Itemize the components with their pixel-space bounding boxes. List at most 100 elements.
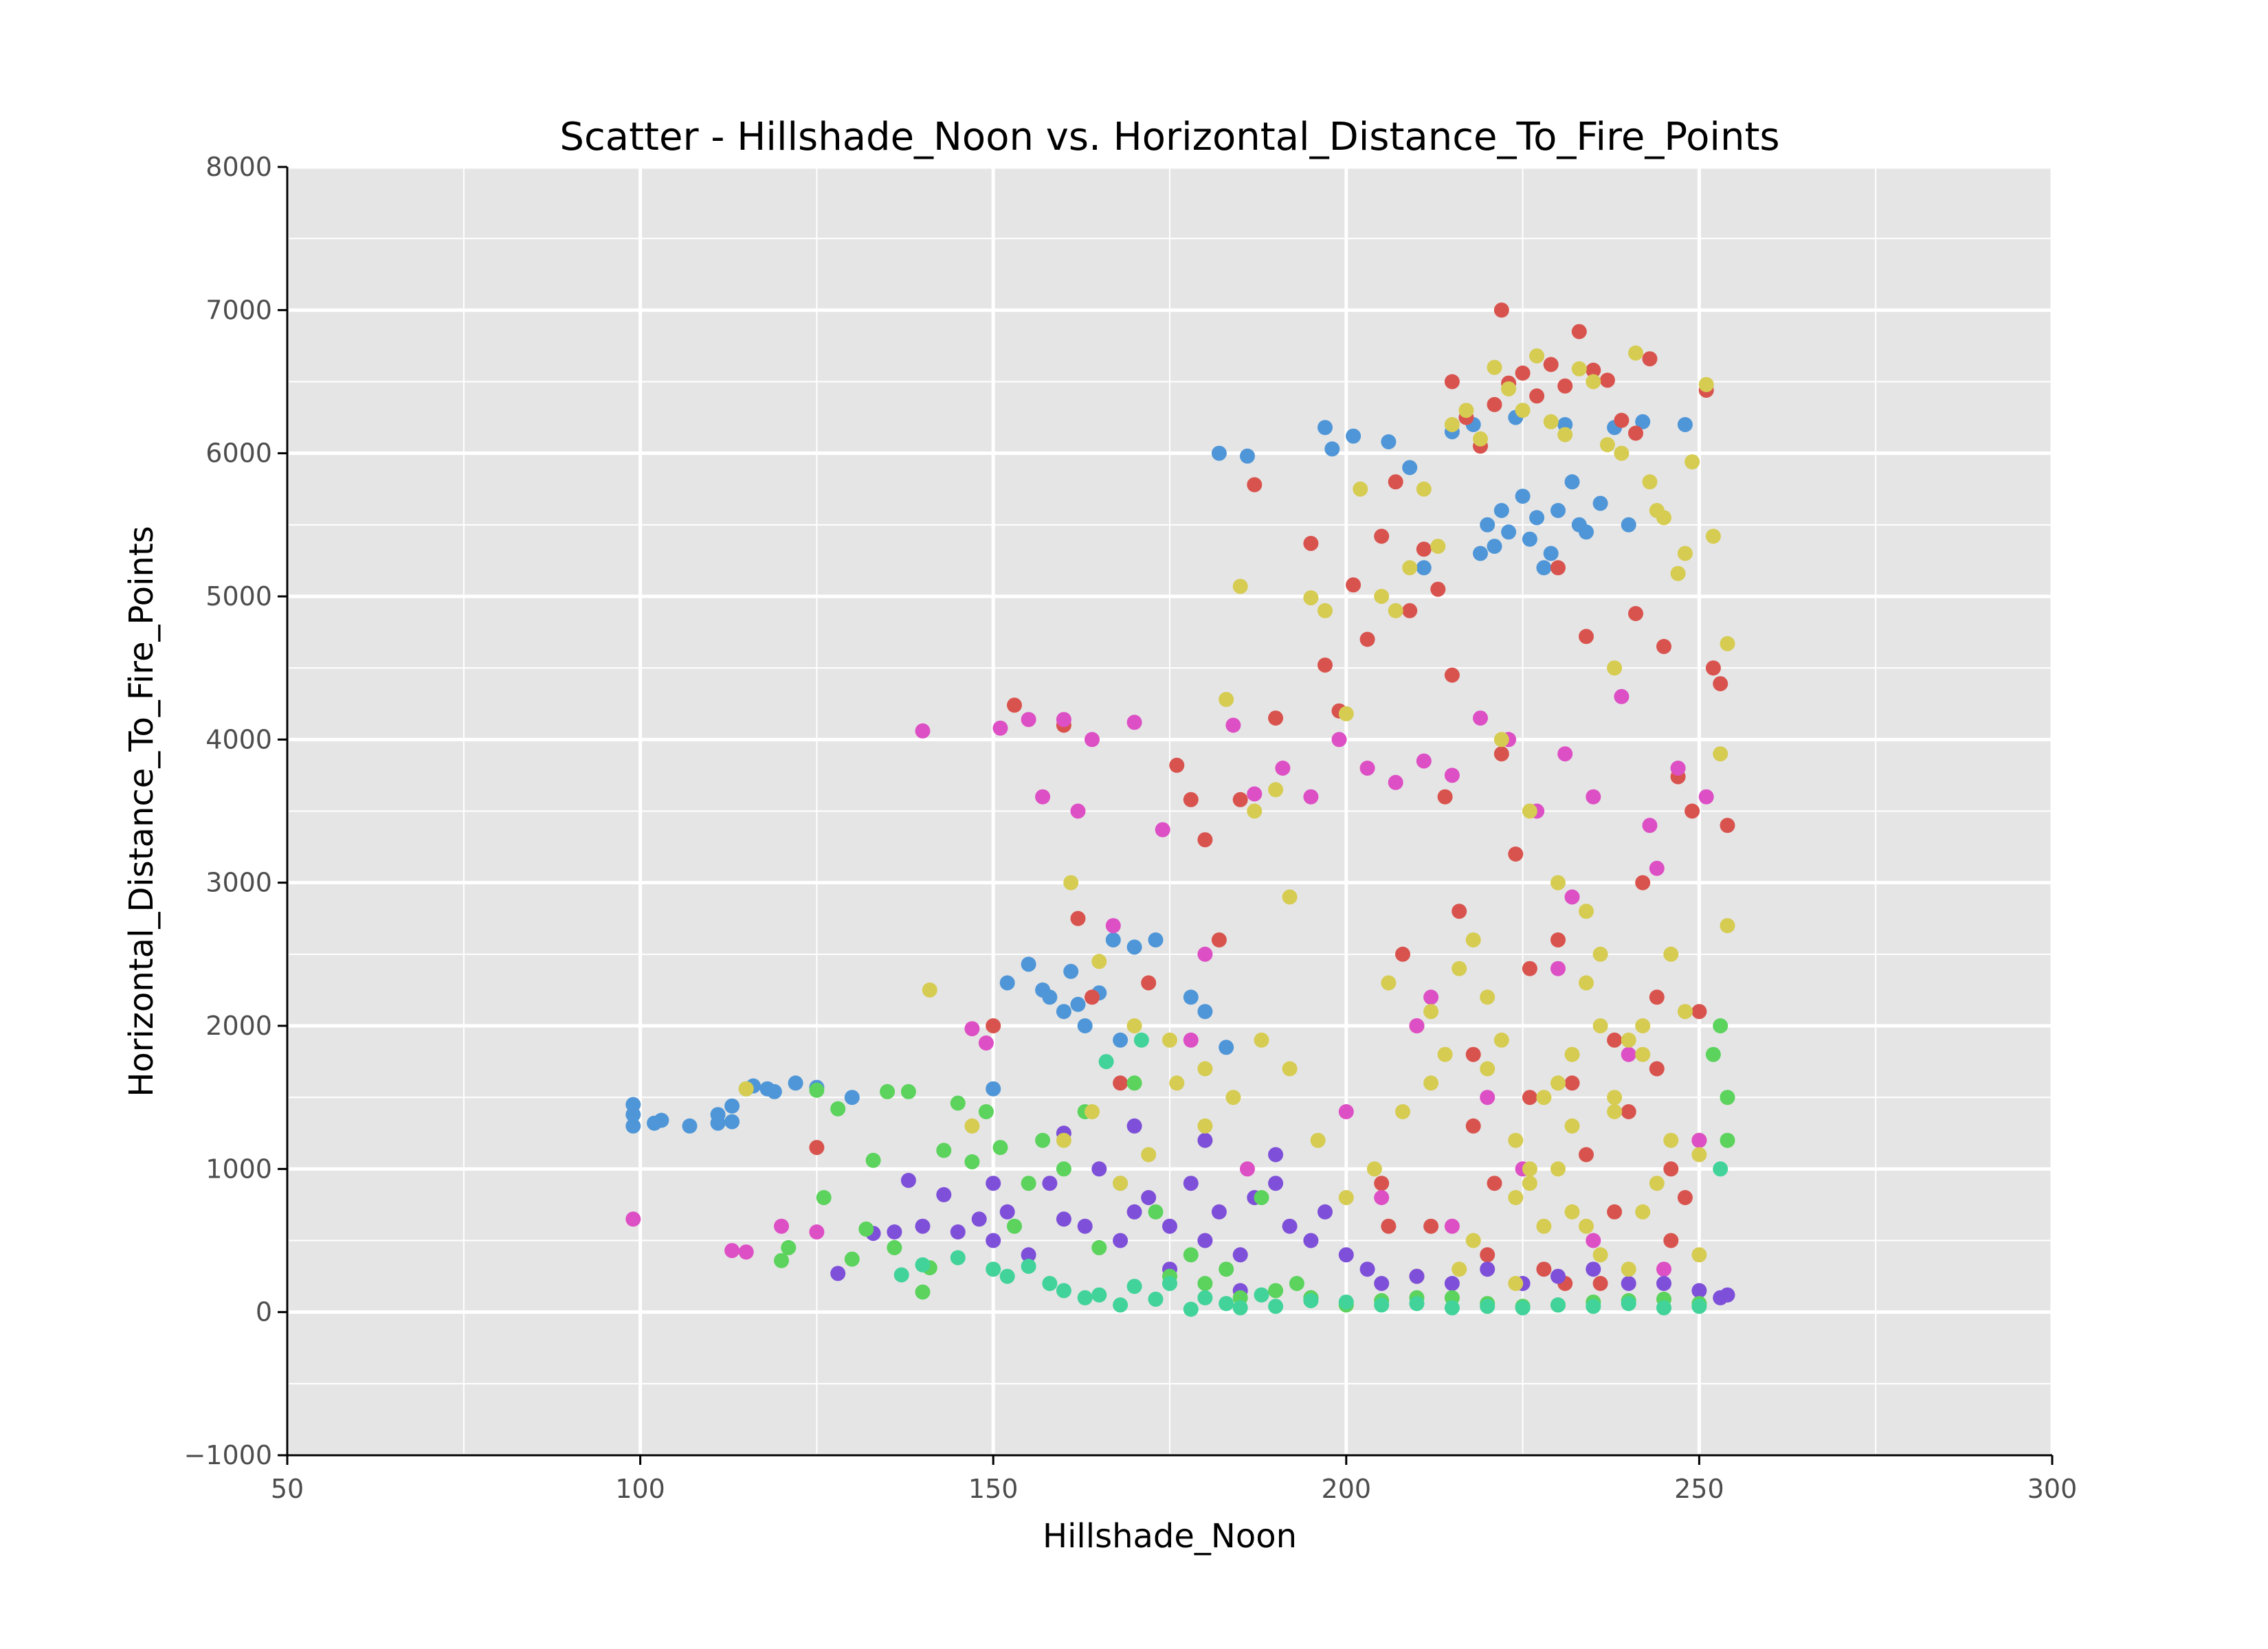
data-point	[1113, 1176, 1129, 1191]
y-tick-label: 2000	[205, 1011, 272, 1041]
data-point	[1211, 1204, 1227, 1220]
data-point	[1091, 954, 1107, 969]
data-point	[986, 1261, 1001, 1277]
data-point	[1282, 889, 1298, 905]
data-point	[1232, 1300, 1248, 1316]
data-point	[1268, 1176, 1284, 1191]
data-point	[1395, 946, 1410, 962]
data-point	[1614, 688, 1630, 704]
data-point	[1557, 378, 1573, 394]
data-point	[887, 1239, 902, 1255]
y-axis-ticks: −1000 0 1000 2000 3000 4000 5000 6000 7000 8000	[184, 152, 287, 1470]
data-point	[1318, 658, 1333, 673]
data-point	[1148, 1204, 1164, 1220]
data-point	[1225, 1090, 1241, 1106]
data-point	[1649, 503, 1665, 518]
data-point	[1070, 910, 1086, 926]
data-point	[1480, 1061, 1496, 1077]
data-point	[1515, 403, 1531, 418]
data-point	[1183, 1176, 1199, 1191]
data-point	[858, 1221, 874, 1237]
data-point	[936, 1187, 952, 1202]
data-point	[1670, 565, 1686, 581]
data-point	[788, 1075, 803, 1091]
x-axis-ticks: 50 100 150 200 250 300	[271, 1455, 2077, 1504]
data-point	[1219, 1296, 1234, 1312]
data-point	[1579, 629, 1594, 644]
data-point	[1162, 1218, 1177, 1234]
data-point	[1564, 1075, 1580, 1091]
data-point	[1592, 1018, 1608, 1033]
data-point	[1663, 1132, 1679, 1148]
data-point	[1444, 667, 1460, 683]
data-point	[1691, 1299, 1707, 1314]
data-point	[1303, 1233, 1319, 1248]
data-point	[986, 1176, 1001, 1191]
data-point	[865, 1152, 881, 1168]
data-point	[915, 1257, 931, 1272]
data-point	[1225, 717, 1241, 733]
data-point	[1148, 1291, 1164, 1307]
data-point	[1169, 757, 1185, 773]
data-point	[1677, 417, 1693, 432]
data-point	[1564, 1046, 1580, 1062]
data-point	[1635, 414, 1651, 429]
data-point	[1416, 541, 1432, 557]
data-point	[1416, 560, 1432, 576]
data-point	[1359, 1261, 1375, 1277]
data-point	[1698, 789, 1714, 805]
data-point	[1197, 1233, 1213, 1248]
data-point	[1416, 753, 1432, 769]
data-point	[1621, 1032, 1636, 1048]
data-point	[1656, 1300, 1671, 1316]
data-point	[1416, 481, 1432, 497]
data-point	[1085, 989, 1100, 1005]
data-point	[1515, 366, 1531, 381]
data-point	[1381, 975, 1397, 991]
data-point	[1452, 1261, 1467, 1277]
data-point	[1628, 425, 1643, 441]
data-point	[1133, 1032, 1149, 1048]
data-point	[1318, 603, 1333, 618]
data-point	[1705, 660, 1721, 676]
data-point	[1550, 1297, 1566, 1313]
data-point	[1607, 660, 1623, 676]
data-point	[1113, 1297, 1129, 1313]
data-point	[1254, 1032, 1269, 1048]
data-point	[1543, 414, 1559, 429]
data-point	[1720, 918, 1735, 934]
y-tick-label: 7000	[205, 295, 272, 325]
data-point	[1529, 348, 1545, 363]
data-point	[1105, 918, 1121, 934]
x-axis-label: Hillshade_Noon	[1043, 1517, 1297, 1556]
data-point	[1508, 1190, 1524, 1205]
data-point	[830, 1101, 846, 1117]
x-tick-label: 100	[615, 1474, 665, 1504]
data-point	[738, 1081, 754, 1097]
data-point	[1211, 445, 1227, 461]
data-point	[1720, 1132, 1735, 1148]
data-point	[781, 1239, 797, 1255]
data-point	[1564, 474, 1580, 490]
data-point	[1070, 803, 1086, 819]
data-point	[1522, 531, 1537, 547]
data-point	[1126, 715, 1142, 730]
data-point	[1586, 374, 1601, 390]
data-point	[1564, 889, 1580, 905]
data-point	[1388, 474, 1403, 490]
data-point	[1677, 546, 1693, 561]
data-point	[1409, 1268, 1425, 1284]
data-point	[1550, 932, 1566, 947]
data-point	[1183, 1247, 1199, 1263]
data-point	[1713, 746, 1728, 762]
data-point	[1409, 1018, 1425, 1033]
data-point	[1493, 746, 1509, 762]
data-point	[1098, 1054, 1114, 1070]
data-point	[992, 1140, 1008, 1156]
data-point	[1656, 638, 1671, 654]
data-point	[1649, 1061, 1665, 1077]
data-point	[1268, 1299, 1284, 1314]
data-point	[1550, 503, 1566, 518]
data-point	[1219, 1261, 1234, 1277]
data-point	[1423, 1218, 1439, 1234]
